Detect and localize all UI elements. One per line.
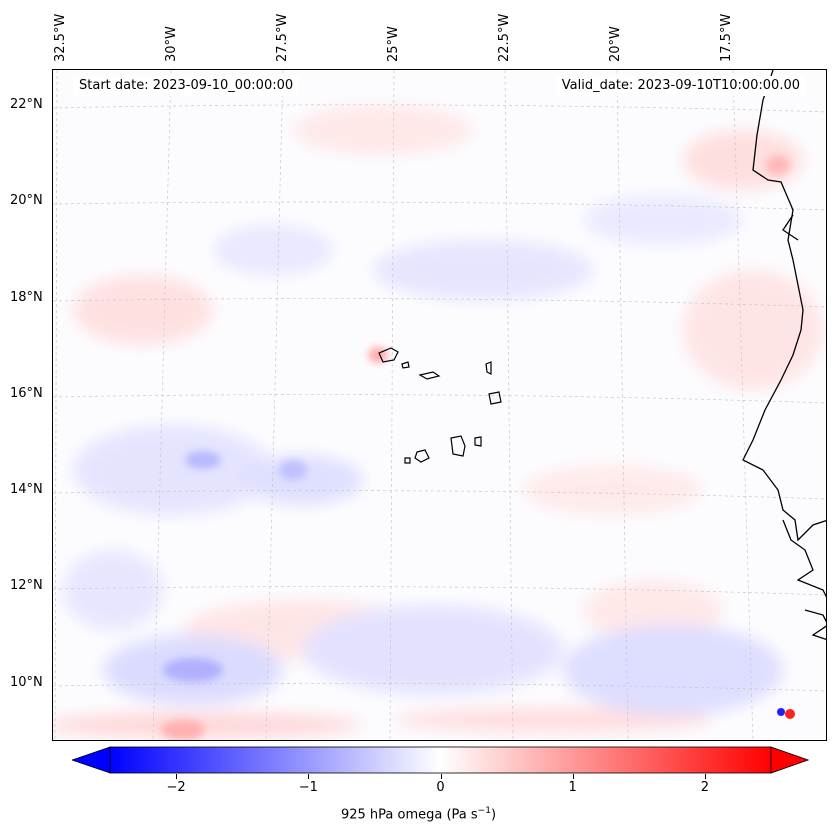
parallel-line xyxy=(53,298,826,308)
island-santiago xyxy=(450,435,466,457)
cape-verde-islands xyxy=(378,347,502,464)
subsidence-patch xyxy=(683,270,823,390)
coast-segment xyxy=(804,609,826,641)
colorbar-high-extend xyxy=(770,746,809,774)
island-maio xyxy=(474,436,482,447)
subsidence-hotspot xyxy=(368,347,388,363)
subsidence-patch xyxy=(293,105,473,155)
omega-field-map xyxy=(53,70,826,740)
lon-label-20w: 20°W xyxy=(608,26,623,62)
ascent-patch xyxy=(63,550,163,630)
subsidence-patch xyxy=(393,708,713,732)
meridian-line xyxy=(265,70,284,740)
colorbar-tick-mark xyxy=(308,774,310,779)
colorbar-gradient xyxy=(109,746,772,774)
ascent-hotspot xyxy=(163,658,223,682)
lat-label-10n: 10°N xyxy=(10,675,43,690)
meridian-line xyxy=(504,70,514,740)
colorbar-tick-label: 0 xyxy=(436,780,445,795)
ascent-patch xyxy=(303,605,563,695)
island-sao-vicente xyxy=(401,361,410,369)
ascent-patch xyxy=(73,425,273,515)
subsidence-patch xyxy=(583,580,723,640)
ascent-patch xyxy=(583,195,743,245)
island-brava xyxy=(404,457,411,464)
coast-segment xyxy=(782,519,826,598)
lon-label-22-5w: 22.5°W xyxy=(497,13,512,62)
colorbar-tick-mark xyxy=(440,774,442,779)
lon-label-27-5w: 27.5°W xyxy=(275,13,290,62)
parallel-line xyxy=(53,394,826,404)
colorbar-tick-label: −1 xyxy=(298,780,318,795)
colorbar-tick-mark xyxy=(704,774,706,779)
lon-label-17-5w: 17.5°W xyxy=(719,13,734,62)
colorbar-tick-mark xyxy=(176,774,178,779)
lat-label-20n: 20°N xyxy=(10,193,43,208)
valid-date-label: Valid_date: 2023-09-10T10:00:00.00 xyxy=(555,76,806,96)
lon-label-30w: 30°W xyxy=(164,26,179,62)
island-boa-vista xyxy=(488,391,502,405)
colorbar-tick-label: 1 xyxy=(568,780,577,795)
parallel-line xyxy=(53,683,826,692)
meridian-line xyxy=(616,70,629,740)
ascent-patch xyxy=(563,625,783,715)
island-sao-nicolau xyxy=(418,371,441,380)
parallel-line xyxy=(53,586,826,596)
lat-label-16n: 16°N xyxy=(10,386,43,401)
ascent-patch xyxy=(373,240,593,300)
island-sal xyxy=(485,361,492,375)
subsidence-patch xyxy=(683,130,803,190)
lat-label-12n: 12°N xyxy=(10,578,43,593)
subsidence-hotspot xyxy=(161,720,205,740)
strong-ascent-spot xyxy=(777,708,785,716)
lon-label-32-5w: 32.5°W xyxy=(53,13,68,62)
africa-coastline xyxy=(742,70,826,542)
coastlines xyxy=(742,70,826,641)
parallel-line xyxy=(53,490,826,500)
ascent-patch xyxy=(243,455,363,505)
start-date-label: Start date: 2023-09-10_00:00:00 xyxy=(73,76,300,96)
lon-label-25w: 25°W xyxy=(386,26,401,62)
colorbar-label: 925 hPa omega (Pa s−1) xyxy=(340,806,497,823)
strong-subsidence-spot xyxy=(785,709,795,719)
subsidence-patch xyxy=(523,465,703,515)
meridian-line xyxy=(54,70,58,740)
omega-field-patches xyxy=(53,105,823,737)
colorbar-tick-label: 2 xyxy=(700,780,710,795)
lat-label-22n: 22°N xyxy=(10,97,43,112)
colorbar-tick-label: −2 xyxy=(166,780,186,795)
lat-label-18n: 18°N xyxy=(10,290,43,305)
ascent-hotspot xyxy=(279,460,307,480)
colorbar-tick-mark xyxy=(572,774,574,779)
parallel-line xyxy=(53,104,826,113)
parallel-line xyxy=(53,201,826,211)
ascent-patch xyxy=(213,225,333,275)
lat-label-14n: 14°N xyxy=(10,482,43,497)
subsidence-patch xyxy=(73,275,213,345)
meridian-line xyxy=(732,70,754,740)
colorbar xyxy=(72,746,809,774)
island-fogo xyxy=(414,449,430,463)
subsidence-patch xyxy=(53,713,363,737)
map-panel[interactable]: Start date: 2023-09-10_00:00:00 Valid_da… xyxy=(52,69,827,741)
coast-segment xyxy=(782,214,799,241)
island-santo-antao xyxy=(378,347,399,363)
meridian-line xyxy=(152,70,172,740)
meridian-line xyxy=(389,70,395,740)
omega-field-hotspots xyxy=(161,155,790,740)
ascent-hotspot xyxy=(185,451,221,469)
graticule xyxy=(53,70,826,740)
subsidence-hotspot xyxy=(766,155,790,175)
colorbar-low-extend xyxy=(72,746,111,774)
